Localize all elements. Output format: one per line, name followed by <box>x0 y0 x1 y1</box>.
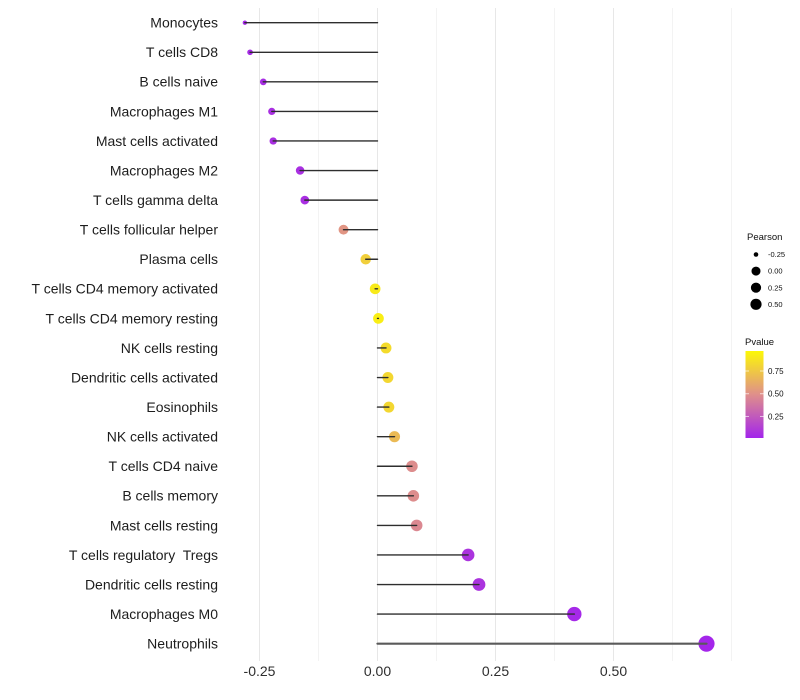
x-tick-label: 0.50 <box>600 663 627 679</box>
category-label: Mast cells activated <box>96 133 218 149</box>
legend-size-dot <box>750 298 762 310</box>
category-label: Eosinophils <box>146 399 218 415</box>
chart-row: Monocytes <box>150 15 379 31</box>
chart-row: Macrophages M0 <box>110 606 582 622</box>
chart-row: T cells follicular helper <box>80 222 379 238</box>
chart-row: Dendritic cells activated <box>71 369 394 385</box>
category-label: B cells memory <box>122 488 218 504</box>
category-label: T cells gamma delta <box>93 192 218 208</box>
chart-row: Macrophages M1 <box>110 103 379 119</box>
legend-pvalue-title: Pvalue <box>745 337 774 348</box>
category-label: Mast cells resting <box>110 517 218 533</box>
chart-rows: Monocytes T cells CD8 B cells naive Macroph… <box>32 15 715 652</box>
x-tick-label: 0.25 <box>482 663 509 679</box>
x-axis-ticks: -0.25 0.00 0.25 0.50 <box>244 663 628 679</box>
category-label: Dendritic cells resting <box>85 576 218 592</box>
pvalue-colorbar-ticks: 0.75 0.50 0.25 <box>745 367 784 421</box>
chart-row: T cells CD8 <box>146 44 379 60</box>
category-label: Neutrophils <box>147 636 218 652</box>
category-label: T cells CD4 memory activated <box>32 281 218 297</box>
legend-pearson-title: Pearson <box>747 232 782 243</box>
x-tick-label: -0.25 <box>244 663 276 679</box>
legend-size-label: 0.50 <box>768 300 783 309</box>
chart-row: Dendritic cells resting <box>85 576 486 592</box>
category-label: T cells CD4 memory resting <box>46 310 218 326</box>
chart-row: NK cells activated <box>107 429 401 445</box>
legend-size-label: 0.00 <box>768 267 783 276</box>
chart-row: Mast cells activated <box>96 133 379 149</box>
category-label: Plasma cells <box>139 251 218 267</box>
category-label: Macrophages M2 <box>110 162 218 178</box>
legend-size-label: 0.25 <box>768 283 783 292</box>
legend-pearson: Pearson -0.25 0.00 0.25 0.50 <box>747 232 785 310</box>
colorbar-tick-label: 0.75 <box>768 367 784 376</box>
category-label: Macrophages M0 <box>110 606 218 622</box>
chart-row: NK cells resting <box>121 340 392 356</box>
chart-row: T cells gamma delta <box>93 192 379 208</box>
gridlines <box>259 8 732 661</box>
legend-size-item: 0.50 <box>750 298 783 310</box>
category-label: Dendritic cells activated <box>71 369 218 385</box>
legend-pvalue: Pvalue 0.75 0.50 0.25 <box>745 337 784 438</box>
chart-row: Macrophages M2 <box>110 162 379 178</box>
legend-size-item: 0.25 <box>750 282 783 293</box>
legend-size-item: 0.00 <box>751 266 783 276</box>
colorbar-tick-label: 0.25 <box>768 412 784 421</box>
colorbar-tick-label: 0.50 <box>768 390 784 399</box>
legend-size-dot <box>751 266 761 276</box>
category-label: T cells regulatory Tregs <box>69 547 218 563</box>
category-label: Monocytes <box>150 15 218 31</box>
category-label: NK cells activated <box>107 429 218 445</box>
category-label: T cells CD8 <box>146 44 218 60</box>
chart-row: Neutrophils <box>147 635 715 652</box>
pvalue-colorbar <box>745 351 764 438</box>
chart-row: T cells CD4 naive <box>109 458 418 474</box>
category-label: T cells follicular helper <box>80 222 219 238</box>
legend-size-item: -0.25 <box>753 250 785 259</box>
chart-row: Plasma cells <box>139 251 379 267</box>
chart-row: B cells naive <box>139 74 379 90</box>
chart-row: T cells CD4 memory activated <box>32 281 381 297</box>
chart-row: Mast cells resting <box>110 517 423 533</box>
category-label: B cells naive <box>139 74 218 90</box>
category-label: NK cells resting <box>121 340 218 356</box>
legend-size-label: -0.25 <box>768 250 785 259</box>
category-label: Macrophages M1 <box>110 103 218 119</box>
chart-row: Eosinophils <box>146 399 395 415</box>
chart-row: T cells CD4 memory resting <box>46 310 384 326</box>
legend-size-dot <box>753 252 759 257</box>
chart-row: T cells regulatory Tregs <box>69 547 475 563</box>
chart-row: B cells memory <box>122 488 420 504</box>
x-tick-label: 0.00 <box>364 663 391 679</box>
legend-size-dot <box>750 282 762 293</box>
category-label: T cells CD4 naive <box>109 458 219 474</box>
